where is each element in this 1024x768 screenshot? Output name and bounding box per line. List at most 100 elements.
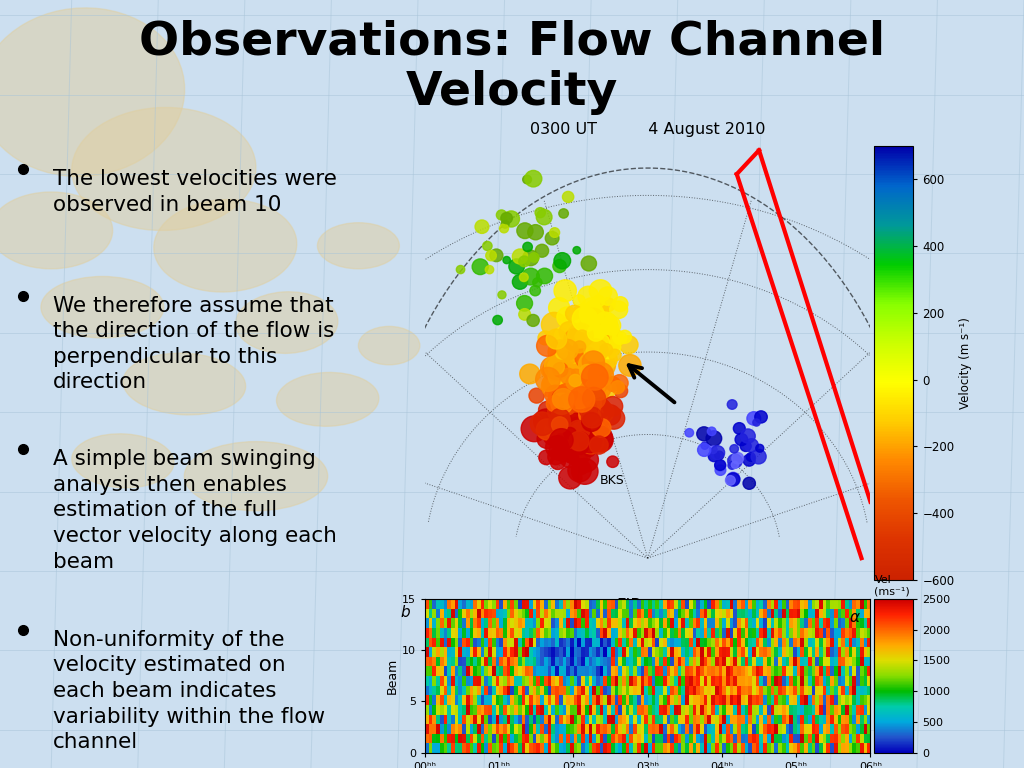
Circle shape bbox=[715, 451, 724, 460]
Circle shape bbox=[594, 335, 609, 350]
Circle shape bbox=[552, 379, 569, 396]
Circle shape bbox=[589, 367, 606, 384]
Circle shape bbox=[566, 416, 589, 438]
Circle shape bbox=[559, 209, 568, 218]
Circle shape bbox=[509, 259, 524, 274]
Circle shape bbox=[585, 395, 598, 408]
Circle shape bbox=[553, 353, 580, 379]
Circle shape bbox=[532, 278, 542, 287]
Circle shape bbox=[568, 443, 591, 465]
Circle shape bbox=[577, 347, 601, 370]
Circle shape bbox=[560, 325, 583, 346]
Circle shape bbox=[563, 413, 587, 436]
Circle shape bbox=[568, 429, 590, 451]
Circle shape bbox=[570, 415, 585, 429]
Circle shape bbox=[571, 430, 590, 449]
Circle shape bbox=[575, 346, 597, 369]
Circle shape bbox=[564, 341, 586, 362]
Circle shape bbox=[590, 316, 611, 337]
Circle shape bbox=[583, 413, 594, 424]
Circle shape bbox=[573, 412, 597, 435]
Text: Observations: Flow Channel: Observations: Flow Channel bbox=[139, 20, 885, 65]
Ellipse shape bbox=[123, 353, 246, 415]
Circle shape bbox=[589, 428, 613, 452]
Circle shape bbox=[501, 220, 509, 228]
Text: We therefore assume that
the direction of the flow is
perpendicular to this
dire: We therefore assume that the direction o… bbox=[53, 296, 335, 392]
Circle shape bbox=[566, 420, 580, 433]
Circle shape bbox=[527, 314, 540, 326]
Circle shape bbox=[562, 392, 585, 413]
Circle shape bbox=[557, 339, 579, 360]
Circle shape bbox=[536, 207, 546, 217]
Circle shape bbox=[554, 415, 567, 428]
Circle shape bbox=[588, 362, 600, 375]
Circle shape bbox=[573, 440, 588, 454]
Circle shape bbox=[585, 379, 602, 396]
Circle shape bbox=[580, 329, 600, 349]
Circle shape bbox=[581, 308, 605, 332]
Circle shape bbox=[591, 412, 604, 425]
Circle shape bbox=[562, 354, 579, 370]
Circle shape bbox=[601, 316, 621, 335]
Circle shape bbox=[607, 456, 618, 468]
Circle shape bbox=[583, 407, 597, 422]
Circle shape bbox=[567, 372, 591, 395]
Circle shape bbox=[567, 413, 581, 427]
Circle shape bbox=[709, 451, 720, 462]
Circle shape bbox=[575, 409, 587, 419]
Circle shape bbox=[554, 414, 574, 433]
Circle shape bbox=[501, 213, 512, 223]
Circle shape bbox=[570, 346, 595, 370]
Circle shape bbox=[727, 472, 739, 485]
Circle shape bbox=[562, 377, 586, 400]
Circle shape bbox=[755, 411, 767, 423]
Circle shape bbox=[548, 449, 564, 465]
Circle shape bbox=[573, 429, 589, 445]
Circle shape bbox=[595, 334, 621, 359]
Circle shape bbox=[618, 355, 641, 376]
Circle shape bbox=[611, 375, 628, 392]
Circle shape bbox=[581, 395, 601, 415]
Circle shape bbox=[752, 449, 766, 464]
Circle shape bbox=[559, 417, 572, 431]
Circle shape bbox=[580, 298, 605, 323]
Circle shape bbox=[537, 210, 552, 225]
Circle shape bbox=[548, 401, 569, 422]
Circle shape bbox=[568, 418, 585, 434]
Circle shape bbox=[611, 381, 625, 394]
Circle shape bbox=[567, 353, 592, 377]
Circle shape bbox=[599, 336, 618, 355]
Circle shape bbox=[572, 331, 598, 356]
Circle shape bbox=[591, 359, 604, 373]
Circle shape bbox=[559, 394, 574, 409]
Circle shape bbox=[516, 296, 532, 311]
Circle shape bbox=[582, 256, 597, 271]
Circle shape bbox=[553, 260, 566, 273]
Circle shape bbox=[743, 455, 756, 466]
Circle shape bbox=[600, 298, 615, 312]
Circle shape bbox=[566, 329, 587, 349]
Circle shape bbox=[561, 422, 574, 435]
Circle shape bbox=[569, 374, 582, 387]
Circle shape bbox=[565, 406, 583, 422]
Circle shape bbox=[563, 379, 584, 399]
Circle shape bbox=[568, 459, 591, 482]
Circle shape bbox=[527, 224, 544, 240]
Circle shape bbox=[549, 411, 570, 432]
Circle shape bbox=[577, 463, 588, 475]
Circle shape bbox=[733, 422, 745, 434]
Circle shape bbox=[549, 386, 572, 409]
Circle shape bbox=[548, 366, 570, 387]
Text: Non-uniformity of the
velocity estimated on
each beam indicates
variability with: Non-uniformity of the velocity estimated… bbox=[53, 630, 326, 752]
Circle shape bbox=[589, 331, 602, 344]
Circle shape bbox=[579, 328, 604, 353]
Circle shape bbox=[588, 399, 612, 423]
Circle shape bbox=[570, 425, 583, 436]
Circle shape bbox=[520, 364, 540, 384]
Circle shape bbox=[546, 435, 569, 458]
Circle shape bbox=[559, 322, 580, 341]
Circle shape bbox=[588, 426, 612, 451]
Circle shape bbox=[562, 402, 574, 415]
Circle shape bbox=[620, 336, 638, 354]
Ellipse shape bbox=[358, 326, 420, 365]
